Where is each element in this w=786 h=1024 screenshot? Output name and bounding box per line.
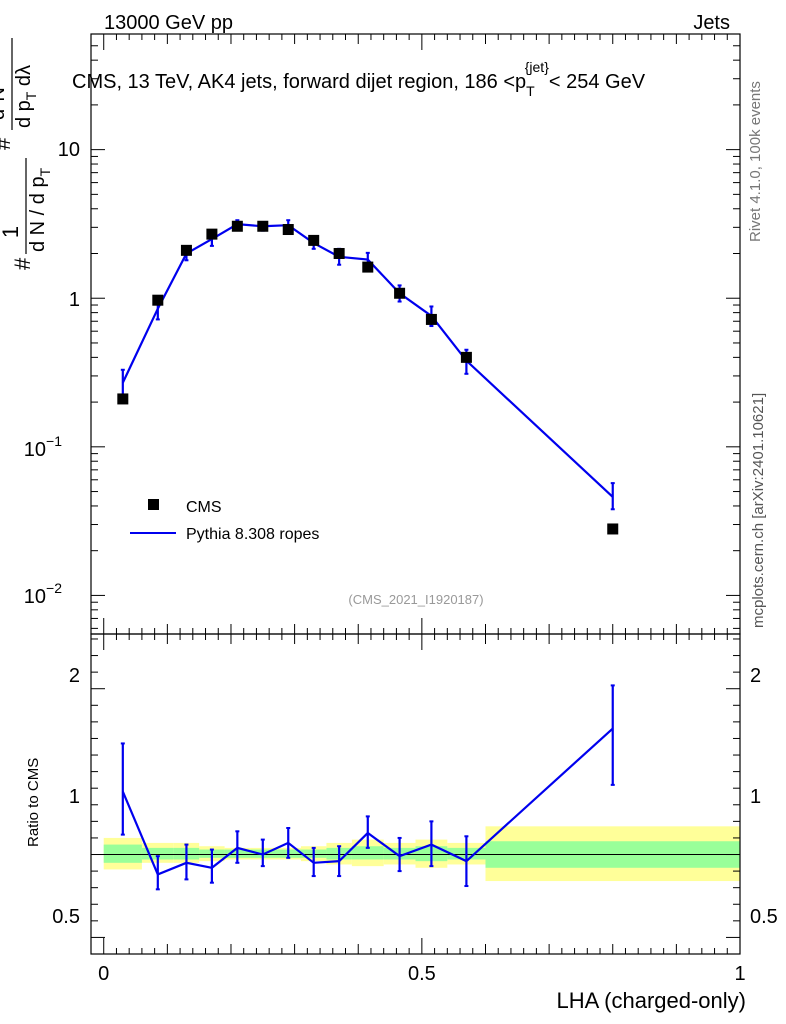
main-panel-frame bbox=[90, 33, 741, 635]
main-ytick-label-10: 10 bbox=[58, 139, 80, 161]
cms-data-point bbox=[607, 523, 619, 535]
cms-data-point bbox=[394, 287, 406, 299]
ratio-ytick-label-1: 1 bbox=[69, 786, 80, 808]
header-process-label: Jets bbox=[693, 12, 730, 34]
main-panel: 10 1 10−1 10−2 CMS, 13 TeV, AK4 jets, fo… bbox=[0, 33, 741, 635]
ratio-band-inner bbox=[103, 844, 142, 863]
rivet-version-label: Rivet 4.1.0, 100k events bbox=[747, 81, 764, 242]
legend-cms-label: CMS bbox=[186, 499, 222, 516]
cms-data-point bbox=[257, 220, 269, 232]
xtick-label-0: 0 bbox=[98, 963, 109, 985]
header-energy-label: 13000 GeV pp bbox=[104, 12, 233, 34]
xtick-label-1: 1 bbox=[734, 963, 745, 985]
main-ytick-label-1: 1 bbox=[69, 289, 80, 311]
svg-text:#: # bbox=[0, 137, 15, 150]
ratio-ytick-label-right-2: 2 bbox=[750, 665, 761, 687]
main-ytick-label-0.01: 10−2 bbox=[24, 580, 62, 608]
svg-text:1: 1 bbox=[0, 226, 23, 238]
cms-data-point bbox=[180, 244, 192, 256]
cms-data-point bbox=[308, 234, 320, 246]
ratio-ylabel: Ratio to CMS bbox=[25, 758, 42, 847]
cms-data-point bbox=[362, 261, 374, 273]
ratio-ytick-label-right-1: 1 bbox=[750, 786, 761, 808]
svg-text:d pT dλ: d pT dλ bbox=[13, 65, 39, 128]
legend: CMS Pythia 8.308 ropes bbox=[130, 499, 319, 543]
svg-text:d2N: d2N bbox=[0, 87, 9, 120]
ratio-line bbox=[121, 727, 614, 876]
main-axis-ticks bbox=[91, 33, 741, 634]
svg-text:#: # bbox=[10, 257, 35, 270]
cms-data-point bbox=[460, 351, 472, 363]
svg-text:d N / d pT: d N / d pT bbox=[27, 167, 53, 252]
ratio-pythia-series bbox=[120, 684, 615, 891]
x-axis-label: LHA (charged-only) bbox=[556, 988, 746, 1013]
ratio-panel: 2 1 0.5 2 1 0.5 Ratio to CMS 0 0.5 1 LHA… bbox=[25, 633, 778, 1013]
ratio-band-inner bbox=[141, 847, 174, 860]
cms-data-point bbox=[333, 247, 345, 259]
cms-data-point bbox=[152, 294, 164, 306]
main-ytick-label-0.1: 10−1 bbox=[24, 433, 62, 461]
ratio-ytick-label-2: 2 bbox=[69, 665, 80, 687]
cms-data-point bbox=[282, 224, 294, 236]
cms-series bbox=[117, 220, 619, 535]
cms-data-point bbox=[231, 220, 243, 232]
ratio-ytick-label-0.5: 0.5 bbox=[52, 906, 80, 928]
cms-data-point bbox=[206, 228, 218, 240]
main-ylabel: # 1 d N / d pT # d2N d pT dλ bbox=[0, 38, 53, 270]
mcplots-credit-label: mcplots.cern.ch [arXiv:2401.10621] bbox=[750, 393, 767, 628]
main-title: CMS, 13 TeV, AK4 jets, forward dijet reg… bbox=[72, 59, 646, 99]
ratio-band-inner bbox=[351, 846, 384, 860]
ratio-uncertainty-bands bbox=[103, 826, 740, 882]
cms-data-point bbox=[425, 313, 437, 325]
cms-data-point bbox=[117, 393, 129, 405]
analysis-watermark: (CMS_2021_I1920187) bbox=[348, 592, 483, 607]
legend-cms-marker bbox=[148, 499, 159, 510]
ratio-ytick-label-right-0.5: 0.5 bbox=[750, 906, 778, 928]
ratio-panel-frame bbox=[90, 633, 741, 955]
xtick-label-0.5: 0.5 bbox=[408, 963, 436, 985]
legend-pythia-label: Pythia 8.308 ropes bbox=[186, 526, 319, 543]
ratio-axis-ticks bbox=[91, 634, 741, 954]
